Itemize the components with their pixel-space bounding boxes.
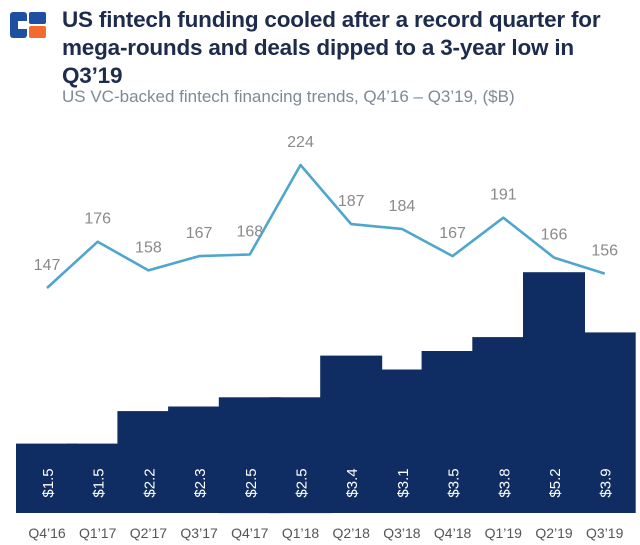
deal-count-label: 156 xyxy=(591,243,618,260)
bar-value-label: $1.5 xyxy=(91,468,108,497)
x-tick-label: Q1’19 xyxy=(485,525,523,541)
deals-line xyxy=(46,163,606,289)
x-axis-labels: Q4’16 Q1’17 Q2’17 Q3’17 Q4’17 Q1’18 Q2’18 Q3’18… xyxy=(28,525,623,541)
x-tick-label: Q1’18 xyxy=(282,525,320,541)
logo-bottom-right-block xyxy=(29,26,46,38)
bar-value-label: $3.1 xyxy=(395,468,412,497)
deal-count-label: 158 xyxy=(135,239,162,256)
bar-value-label: $2.5 xyxy=(294,468,311,497)
x-tick-label: Q4’18 xyxy=(434,525,472,541)
deal-count-label: 167 xyxy=(439,225,466,242)
x-tick-label: Q2’19 xyxy=(535,525,573,541)
cb-insights-logo-icon xyxy=(10,12,46,38)
bar-value-label: $3.4 xyxy=(344,468,361,497)
deal-count-label: 168 xyxy=(236,224,263,241)
deal-count-label: 166 xyxy=(541,227,568,244)
deal-count-label: 187 xyxy=(338,193,365,210)
deal-count-label: 191 xyxy=(490,187,517,204)
deal-count-label: 147 xyxy=(34,257,61,274)
logo-notch xyxy=(18,21,27,29)
bar-value-label: $2.2 xyxy=(141,468,158,497)
deal-count-label: 176 xyxy=(84,211,111,228)
x-tick-label: Q4’17 xyxy=(231,525,269,541)
bar-value-label: $1.5 xyxy=(40,468,57,497)
logo-top-right-block xyxy=(29,12,46,24)
x-tick-label: Q2’17 xyxy=(130,525,168,541)
x-tick-label: Q3’18 xyxy=(383,525,421,541)
bar-value-label: $3.5 xyxy=(446,468,463,497)
bar-value-label: $2.3 xyxy=(192,468,209,497)
x-tick-label: Q1’17 xyxy=(79,525,117,541)
chart-subtitle: US VC-backed fintech financing trends, Q… xyxy=(62,87,515,106)
x-tick-label: Q3’19 xyxy=(586,525,624,541)
deals-line-group: 147 176 158 167 168 224 187 184 167 191 166 156 xyxy=(34,134,618,289)
chart-title: US fintech funding cooled after a record… xyxy=(62,7,601,88)
deal-count-label: 167 xyxy=(186,225,213,242)
bar-value-label: $3.8 xyxy=(496,468,513,497)
bars-group: $1.5 $1.5 $2.2 $2.3 $2.5 $2.5 $3.4 $3.1 $3.5 $3.8… xyxy=(16,272,636,514)
bar-value-label: $3.9 xyxy=(598,468,615,497)
bar-12 xyxy=(573,332,636,513)
bar-value-label: $5.2 xyxy=(547,468,564,497)
bar-value-label: $2.5 xyxy=(243,468,260,497)
deal-count-label: 224 xyxy=(287,134,314,151)
x-tick-label: Q2’18 xyxy=(333,525,371,541)
x-tick-label: Q3’17 xyxy=(180,525,218,541)
deal-count-label: 184 xyxy=(389,198,416,215)
x-tick-label: Q4’16 xyxy=(28,525,66,541)
